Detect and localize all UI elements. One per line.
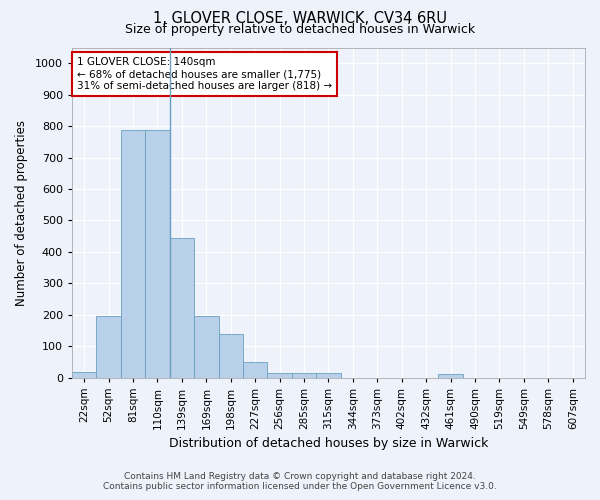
Bar bbox=[170, 238, 194, 378]
Bar bbox=[145, 130, 170, 378]
Text: 1 GLOVER CLOSE: 140sqm
← 68% of detached houses are smaller (1,775)
31% of semi-: 1 GLOVER CLOSE: 140sqm ← 68% of detached… bbox=[77, 58, 332, 90]
X-axis label: Distribution of detached houses by size in Warwick: Distribution of detached houses by size … bbox=[169, 437, 488, 450]
Bar bbox=[72, 372, 97, 378]
Bar bbox=[316, 374, 341, 378]
Text: 1, GLOVER CLOSE, WARWICK, CV34 6RU: 1, GLOVER CLOSE, WARWICK, CV34 6RU bbox=[153, 11, 447, 26]
Bar bbox=[268, 373, 292, 378]
Bar bbox=[243, 362, 268, 378]
Bar bbox=[439, 374, 463, 378]
Text: Contains HM Land Registry data © Crown copyright and database right 2024.
Contai: Contains HM Land Registry data © Crown c… bbox=[103, 472, 497, 491]
Bar bbox=[121, 130, 145, 378]
Bar bbox=[218, 334, 243, 378]
Y-axis label: Number of detached properties: Number of detached properties bbox=[15, 120, 28, 306]
Text: Size of property relative to detached houses in Warwick: Size of property relative to detached ho… bbox=[125, 22, 475, 36]
Bar bbox=[292, 374, 316, 378]
Bar bbox=[194, 316, 218, 378]
Bar bbox=[97, 316, 121, 378]
